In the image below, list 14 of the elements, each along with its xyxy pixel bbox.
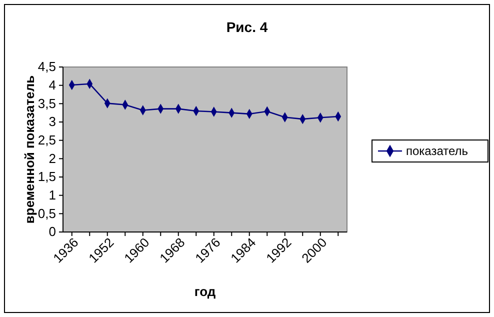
y-tick-label: 1,5 bbox=[38, 169, 56, 184]
y-tick-label: 3 bbox=[48, 114, 56, 130]
y-tick-label: 3,5 bbox=[38, 96, 56, 111]
y-tick-label: 4 bbox=[48, 77, 56, 92]
y-tick-label: 4,5 bbox=[38, 59, 56, 74]
y-axis-title: временной показатель bbox=[22, 75, 37, 224]
y-tick-label: 0 bbox=[48, 224, 56, 240]
y-tick-label: 1 bbox=[48, 187, 56, 202]
y-tick-label: 0,5 bbox=[38, 206, 56, 221]
y-tick-label: 2 bbox=[48, 150, 56, 166]
y-tick-label: 2,5 bbox=[38, 132, 56, 148]
x-axis-title: год bbox=[194, 284, 216, 299]
chart-title: Рис. 4 bbox=[226, 19, 268, 35]
legend-label: показатель bbox=[406, 144, 468, 158]
